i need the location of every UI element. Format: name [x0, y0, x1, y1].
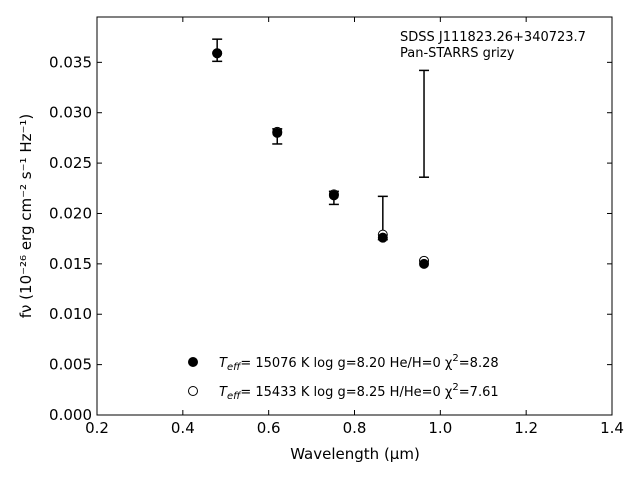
x-tick-label: 0.6 [257, 419, 281, 437]
y-tick-label: 0.030 [49, 104, 92, 122]
legend-2-chi: =7.61 [459, 385, 499, 400]
data-point-filled [272, 127, 283, 138]
legend-entry-2: Teff= 15433 K log g=8.25 H/He=0 χ2=7.61 [219, 382, 499, 402]
x-axis-label: Wavelength (μm) [290, 445, 420, 463]
legend-2-eff: eff [227, 391, 242, 402]
y-tick-label: 0.010 [49, 305, 92, 323]
legend-entry-1: Teff= 15076 K log g=8.20 He/H=0 χ2=8.28 [219, 353, 499, 373]
x-tick-label: 1.2 [514, 419, 538, 437]
legend-1-chi: =8.28 [459, 356, 499, 371]
legend-1-eff: eff [227, 362, 242, 373]
x-tick-label: 1.4 [600, 419, 624, 437]
data-point-filled [419, 258, 430, 269]
y-tick-label: 0.035 [49, 53, 92, 71]
y-tick-label: 0.015 [49, 255, 92, 273]
y-tick-label: 0.025 [49, 154, 92, 172]
y-tick-label: 0.000 [49, 406, 92, 424]
y-axis-label: fν (10⁻²⁶ erg cm⁻² s⁻¹ Hz⁻¹) [17, 114, 35, 319]
legend-1-sup: 2 [452, 353, 458, 364]
legend-marker-filled [188, 357, 198, 367]
legend-1-main: = 15076 K log g=8.20 He/H=0 χ [240, 356, 453, 371]
y-tick-label: 0.005 [49, 356, 92, 374]
annotation-line-1: SDSS J111823.26+340723.7 [400, 30, 586, 45]
legend: Teff= 15076 K log g=8.20 He/H=0 χ2=8.28 … [188, 353, 499, 402]
annotation-line-2: Pan-STARRS grizy [400, 46, 515, 61]
x-tick-label: 0.4 [171, 419, 195, 437]
x-tick-label: 0.2 [85, 419, 109, 437]
data-point-filled [377, 232, 388, 243]
legend-1-t: T [219, 356, 228, 371]
data-point-filled [212, 48, 223, 59]
y-tick-label: 0.020 [49, 204, 92, 222]
legend-2-t: T [219, 385, 228, 400]
plot-area: 0.2 0.4 0.6 0.8 1.0 1.2 1.4 0.000 0.005 0.010 0.01… [49, 16, 624, 437]
x-tick-label: 1.0 [428, 419, 452, 437]
legend-2-sup: 2 [452, 382, 458, 393]
legend-2-main: = 15433 K log g=8.25 H/He=0 χ [240, 385, 453, 400]
x-tick-label: 0.8 [343, 419, 367, 437]
legend-marker-open [188, 386, 198, 396]
data-point-filled [328, 190, 339, 201]
